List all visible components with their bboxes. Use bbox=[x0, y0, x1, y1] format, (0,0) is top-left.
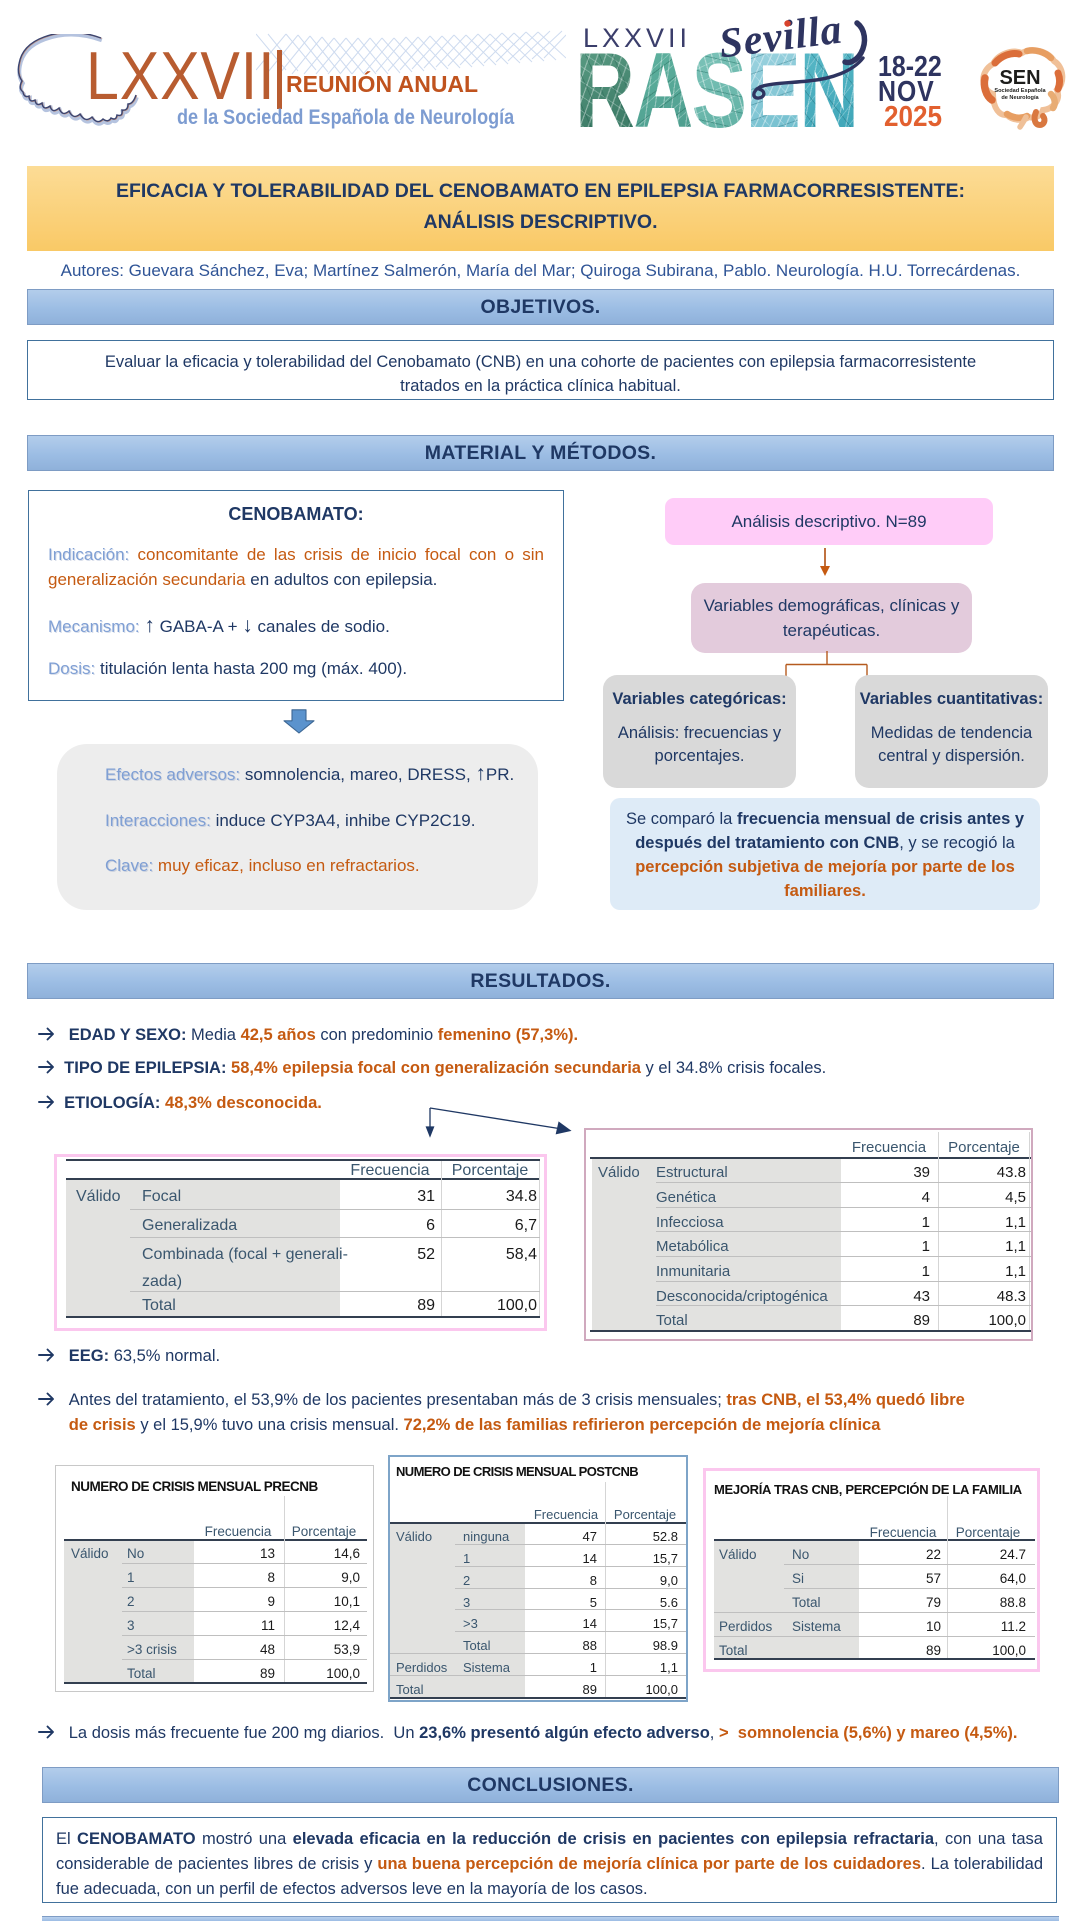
svg-text:de Neurología: de Neurología bbox=[1001, 95, 1039, 101]
svg-text:SEN: SEN bbox=[999, 67, 1040, 89]
svg-text:Sociedad Española: Sociedad Española bbox=[994, 88, 1046, 94]
